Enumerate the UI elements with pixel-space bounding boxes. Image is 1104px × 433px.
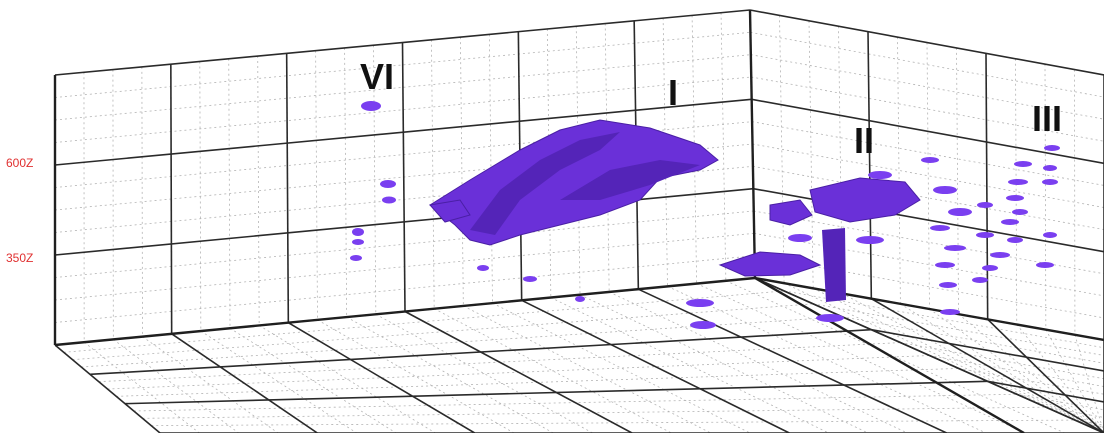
floor-vline	[318, 320, 515, 433]
right-wall-hline	[750, 10, 1104, 75]
floor-right-vline	[755, 278, 1104, 433]
floor-vline	[113, 339, 238, 433]
right-wall-vline	[898, 37, 901, 304]
floor-right-hline	[842, 317, 1104, 364]
right-wall-vline	[927, 43, 930, 310]
floor-right-vline	[900, 304, 1104, 433]
floor-vline	[463, 306, 710, 433]
floor-right-vline	[930, 309, 1104, 433]
floor-hline	[90, 330, 871, 375]
grid-major-lines	[55, 10, 1104, 433]
back-wall-vline	[316, 51, 318, 320]
zone-label-i: I	[668, 72, 678, 113]
floor-right-vline	[1017, 325, 1104, 433]
back-wall-vline	[142, 67, 143, 337]
floor-vline	[522, 300, 790, 433]
anomaly-zone-iii	[972, 145, 1060, 283]
floor-vline	[55, 345, 160, 433]
zone-label-iii: III	[1032, 98, 1062, 139]
axis-tick-label-upper: 600Z	[6, 156, 33, 170]
zone-label-vi: VI	[360, 56, 394, 97]
floor-vline	[84, 342, 199, 433]
floor-vline	[259, 325, 435, 433]
floor-vline	[172, 334, 318, 433]
back-wall-vline	[460, 37, 463, 306]
floor-right-vline	[784, 283, 1104, 433]
floor-right-vline	[1046, 330, 1104, 433]
grid-box-edges	[55, 10, 1104, 433]
floor-vline	[288, 323, 474, 433]
floor-right-vline	[959, 314, 1104, 433]
zone-label-ii: II	[854, 120, 874, 161]
right-wall-vline	[1016, 59, 1017, 325]
right-wall-vline	[957, 48, 959, 314]
axis-tick-label-lower: 350Z	[6, 251, 33, 265]
back-wall-vline	[171, 64, 172, 334]
back-wall-vline	[258, 56, 259, 325]
floor-vline	[143, 337, 279, 433]
back-wall-vline	[287, 53, 289, 322]
